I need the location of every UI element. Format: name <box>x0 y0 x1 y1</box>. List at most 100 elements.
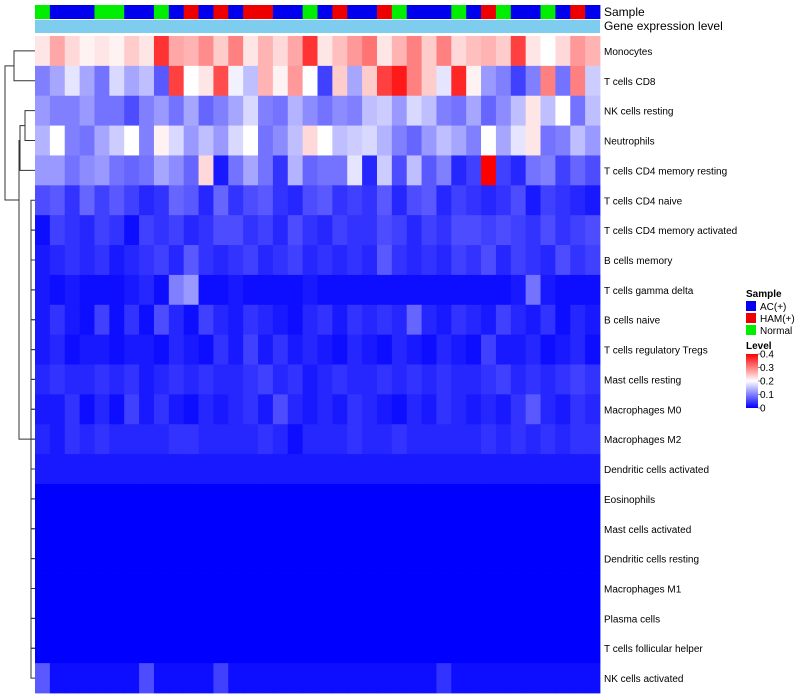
heatmap-cell <box>495 603 512 634</box>
heatmap-cell <box>347 155 363 186</box>
heatmap-cell <box>510 454 527 485</box>
heatmap-cell <box>168 603 185 634</box>
heatmap-cell <box>540 185 556 216</box>
heatmap-cell <box>436 65 452 97</box>
heatmap-cell <box>243 274 259 306</box>
heatmap-cell <box>94 424 110 455</box>
heatmap-cell <box>317 155 333 186</box>
heatmap-cell <box>570 95 586 126</box>
heatmap-cell <box>317 95 333 126</box>
heatmap-cell <box>79 185 95 216</box>
heatmap-cell <box>258 36 274 67</box>
heatmap-cell <box>124 274 140 306</box>
heatmap-cell <box>495 65 512 97</box>
heatmap-cell <box>391 483 408 515</box>
heatmap-cell <box>302 274 318 306</box>
heatmap-cell <box>555 454 571 485</box>
heatmap-cell <box>124 245 140 276</box>
heatmap-cell <box>228 95 244 126</box>
heatmap-cell <box>139 304 155 336</box>
heatmap-cell <box>302 36 318 67</box>
sample-cell <box>466 5 482 19</box>
heatmap-cell <box>79 334 95 365</box>
sample-cell <box>49 5 66 19</box>
heatmap-cell <box>35 155 51 186</box>
heatmap-cell <box>525 274 541 306</box>
sample-cell <box>287 5 304 19</box>
heatmap-cell <box>376 245 393 276</box>
heatmap-cell <box>213 573 229 604</box>
heatmap-cell <box>525 513 541 545</box>
legend-label: HAM(+) <box>760 314 795 325</box>
heatmap-cell <box>49 663 66 694</box>
heatmap-cell <box>421 543 437 574</box>
heatmap-cell <box>451 155 467 186</box>
heatmap-cell <box>317 483 333 515</box>
heatmap-cell <box>94 125 110 156</box>
sample-cell <box>302 5 318 19</box>
sample-cell <box>109 5 125 19</box>
heatmap-cell <box>436 304 452 336</box>
heatmap-cell <box>570 245 586 276</box>
sample-cell <box>540 5 556 19</box>
heatmap-cell <box>391 364 408 395</box>
heatmap-cell <box>332 364 348 395</box>
heatmap-cell <box>332 274 348 306</box>
heatmap-cell <box>258 95 274 126</box>
heatmap-cell <box>183 304 199 336</box>
heatmap-cell <box>228 424 244 455</box>
heatmap-cell <box>198 364 214 395</box>
heatmap-cell <box>585 304 601 336</box>
heatmap-cell <box>213 215 229 246</box>
heatmap-cell <box>258 65 274 97</box>
heatmap-cell <box>317 663 333 694</box>
heatmap-cell <box>510 185 527 216</box>
heatmap-cell <box>198 36 214 67</box>
heatmap-cell <box>79 125 95 156</box>
row-label: T cells CD4 naive <box>604 196 683 207</box>
sample-cell <box>436 5 452 19</box>
row-label: Mast cells resting <box>604 375 681 386</box>
heatmap-cell <box>585 245 601 276</box>
heatmap-cell <box>347 663 363 694</box>
heatmap-cell <box>79 65 95 97</box>
heatmap-cell <box>35 633 51 664</box>
heatmap-cell <box>183 394 199 425</box>
sample-cell <box>124 5 140 19</box>
heatmap-cell <box>481 454 497 485</box>
heatmap-cell <box>64 274 81 306</box>
heatmap-cell <box>362 633 378 664</box>
heatmap-cell <box>109 633 125 664</box>
heatmap-cell <box>510 633 527 664</box>
heatmap-cell <box>198 663 214 694</box>
heatmap-cell <box>272 185 289 216</box>
heatmap-cell <box>585 364 601 395</box>
heatmap-cell <box>109 95 125 126</box>
sample-cell <box>213 5 229 19</box>
heatmap-cell <box>376 334 393 365</box>
sample-cell <box>451 5 467 19</box>
heatmap-cell <box>391 454 408 485</box>
heatmap-cell <box>585 483 601 515</box>
heatmap-cell <box>153 155 170 186</box>
heatmap-cell <box>64 663 81 694</box>
heatmap-cell <box>332 573 348 604</box>
heatmap-cell <box>49 36 66 67</box>
heatmap-cell <box>570 663 586 694</box>
heatmap-cell <box>362 304 378 336</box>
heatmap-cell <box>585 603 601 634</box>
heatmap-cell <box>391 513 408 545</box>
heatmap-cell <box>213 36 229 67</box>
heatmap-cell <box>481 513 497 545</box>
heatmap-cell <box>228 274 244 306</box>
heatmap-cell <box>153 513 170 545</box>
heatmap-cell <box>510 125 527 156</box>
sample-cell <box>391 5 408 19</box>
heatmap-cell <box>49 513 66 545</box>
heatmap-cell <box>436 215 452 246</box>
heatmap-cell <box>243 36 259 67</box>
heatmap-cell <box>466 424 482 455</box>
heatmap-cell <box>213 603 229 634</box>
heatmap-cell <box>243 65 259 97</box>
heatmap-cell <box>362 274 378 306</box>
